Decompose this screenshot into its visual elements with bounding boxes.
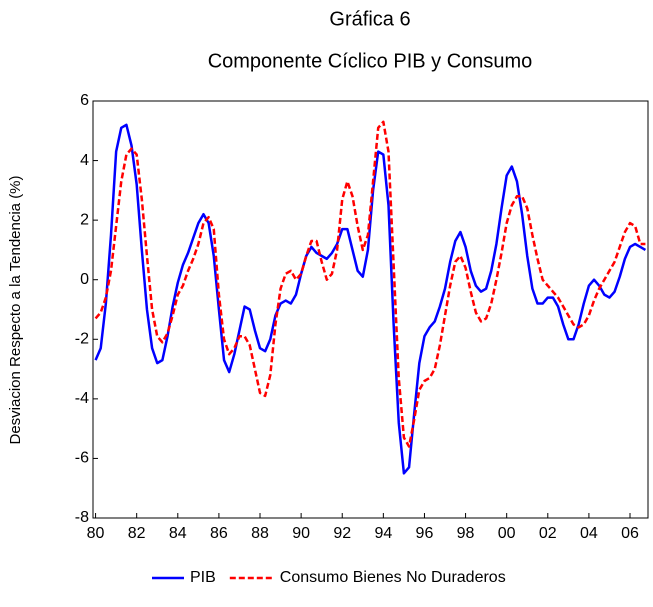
x-tick-label: 86 <box>210 525 228 542</box>
x-tick-label: 94 <box>374 525 392 542</box>
x-tick-label: 92 <box>333 525 351 542</box>
x-tick-label: 00 <box>498 525 516 542</box>
y-tick-label: 0 <box>80 271 89 288</box>
y-tick-label: -6 <box>75 450 89 467</box>
y-tick-label: -2 <box>75 331 89 348</box>
series-line <box>94 123 647 475</box>
y-tick-label: -8 <box>75 509 89 526</box>
x-tick-label: 06 <box>621 525 639 542</box>
chart-subtitle: Componente Cíclico PIB y Consumo <box>208 50 533 72</box>
legend-label: Consumo Bienes No Duraderos <box>280 569 506 586</box>
series-line <box>94 120 646 448</box>
chart-title: Gráfica 6 <box>329 8 410 30</box>
legend-label: PIB <box>190 569 216 586</box>
x-tick-label: 04 <box>580 525 598 542</box>
y-tick-label: 2 <box>80 211 89 228</box>
y-axis-label: Desviacion Respecto a la Tendencia (%) <box>7 175 24 444</box>
x-tick-label: 82 <box>128 525 146 542</box>
x-tick-label: 96 <box>416 525 434 542</box>
x-tick-label: 84 <box>169 525 187 542</box>
plot-frame <box>92 100 649 519</box>
x-tick-label: 88 <box>251 525 269 542</box>
x-tick-label: 80 <box>87 525 105 542</box>
y-tick-label: -4 <box>75 390 89 407</box>
x-tick-label: 98 <box>457 525 475 542</box>
y-tick-label: 6 <box>80 92 89 109</box>
y-tick-label: 4 <box>80 152 89 169</box>
x-tick-label: 90 <box>292 525 310 542</box>
x-tick-label: 02 <box>539 525 557 542</box>
